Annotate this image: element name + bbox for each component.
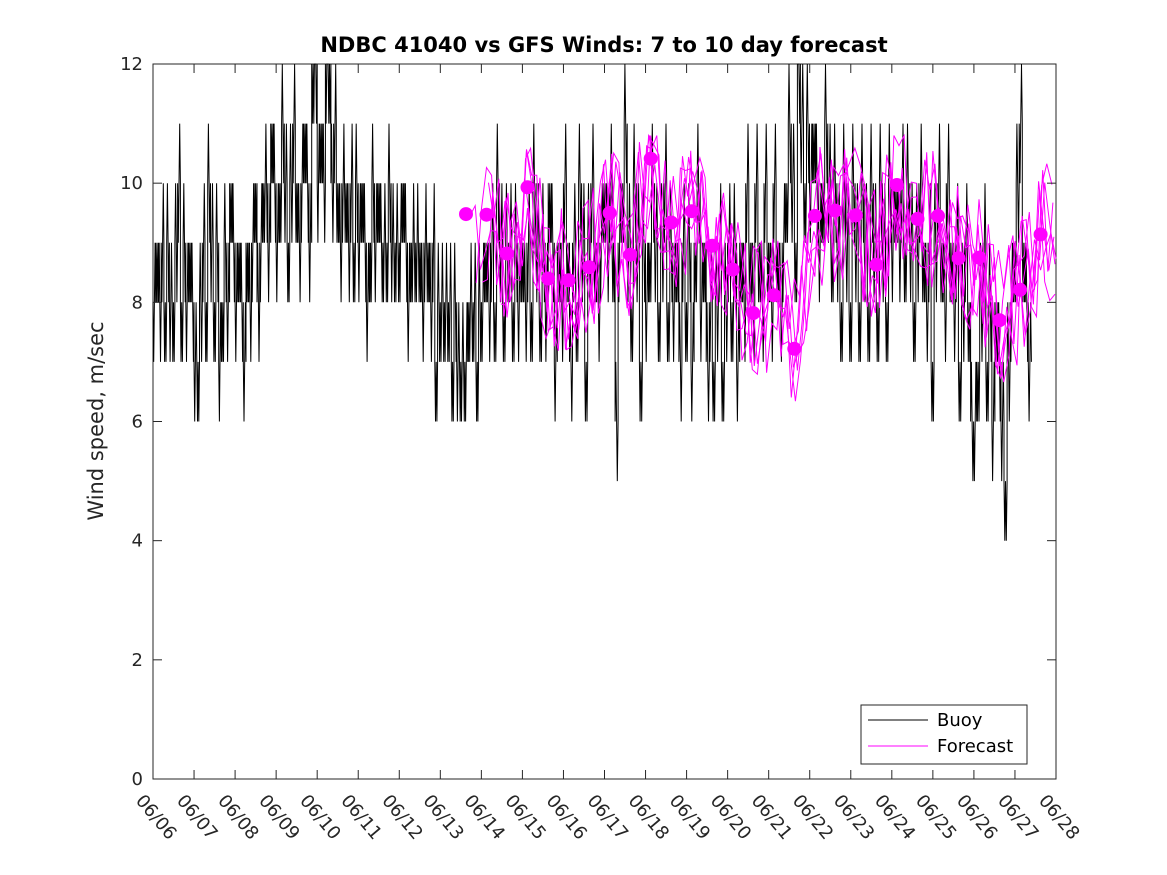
- forecast-marker: [992, 313, 1007, 328]
- forecast-marker: [623, 247, 638, 262]
- forecast-marker: [972, 250, 986, 265]
- forecast-marker: [705, 238, 720, 253]
- y-tick-label: 0: [132, 769, 143, 790]
- chart-title: NDBC 41040 vs GFS Winds: 7 to 10 day for…: [320, 33, 887, 57]
- buoy-line-segment-1: [152, 63, 482, 422]
- legend-box: [860, 704, 1028, 765]
- forecast-marker: [582, 260, 597, 275]
- legend-buoy-label: Buoy: [937, 710, 983, 731]
- forecast-marker: [848, 208, 863, 223]
- forecast-marker: [459, 207, 473, 222]
- forecast-marker: [561, 273, 576, 288]
- y-axis: 0 2 4 6 8 10 12: [120, 54, 1056, 790]
- y-tick-label: 4: [132, 531, 143, 552]
- forecast-marker: [520, 180, 535, 195]
- y-axis-label: Wind speed, m/sec: [84, 321, 108, 520]
- forecast-marker: [889, 178, 904, 192]
- forecast-marker: [500, 246, 514, 261]
- y-tick-label: 10: [120, 173, 143, 194]
- forecast-marker: [746, 306, 761, 321]
- forecast-marker: [479, 207, 494, 222]
- forecast-marker: [1013, 282, 1028, 297]
- forecast-marker: [725, 262, 740, 277]
- forecast-marker: [931, 208, 945, 223]
- legend: Buoy Forecast: [860, 704, 1028, 765]
- forecast-trace: [482, 135, 1053, 402]
- forecast-marker: [828, 203, 843, 218]
- forecast-marker: [951, 251, 966, 266]
- forecast-marker: [807, 208, 822, 223]
- forecast-marker: [602, 206, 617, 220]
- forecast-marker: [869, 257, 884, 272]
- forecast-marker: [541, 271, 556, 286]
- y-tick-label: 8: [132, 292, 143, 313]
- plot-area: [152, 63, 1057, 780]
- forecast-marker: [664, 215, 679, 230]
- forecast-marker: [766, 288, 781, 303]
- forecast-trace: [488, 133, 1054, 398]
- y-tick-label: 6: [132, 412, 143, 433]
- forecast-marker: [643, 151, 658, 166]
- forecast-markers: [459, 151, 1048, 356]
- forecast-marker: [910, 211, 925, 226]
- y-tick-label: 2: [132, 650, 143, 671]
- forecast-marker: [1033, 227, 1048, 242]
- forecast-marker: [787, 341, 802, 356]
- legend-forecast-label: Forecast: [937, 736, 1013, 757]
- y-tick-label: 12: [120, 54, 143, 75]
- forecast-trace: [475, 135, 1057, 367]
- forecast-marker: [684, 204, 699, 219]
